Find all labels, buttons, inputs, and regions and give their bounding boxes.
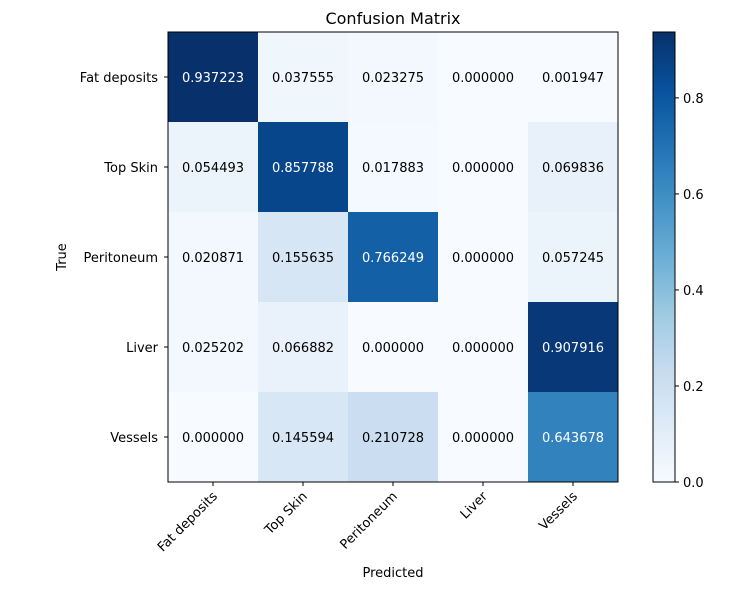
cell-value-label: 0.155635 [272, 251, 334, 266]
x-axis-label: Predicted [362, 566, 423, 581]
cell-value-label: 0.766249 [362, 251, 424, 266]
heatmap-cell [168, 302, 259, 393]
heatmap-cell [528, 302, 619, 393]
y-tick-label: Fat deposits [80, 71, 158, 86]
cell-value-label: 0.857788 [272, 161, 334, 176]
x-tick-label: Liver [458, 489, 492, 523]
y-tick-label: Liver [126, 341, 159, 356]
heatmap-cell [258, 122, 349, 213]
cell-value-label: 0.057245 [542, 251, 604, 266]
heatmap-cell [168, 32, 259, 123]
cell-value-label: 0.069836 [542, 161, 604, 176]
chart-title: Confusion Matrix [325, 9, 460, 28]
y-tick-label: Top Skin [103, 161, 158, 176]
cell-value-label: 0.145594 [272, 431, 334, 446]
colorbar-tick-label: 0.8 [683, 92, 704, 107]
heatmap-cell [168, 122, 259, 213]
colorbar [652, 31, 676, 483]
cell-value-label: 0.937223 [182, 71, 244, 86]
y-tick-label: Peritoneum [83, 251, 158, 266]
heatmap-cell [348, 122, 439, 213]
heatmap-cell [528, 392, 619, 483]
heatmap-cell [168, 392, 259, 483]
heatmap-cell [258, 212, 349, 303]
cell-value-label: 0.017883 [362, 161, 424, 176]
heatmap-cell-labels: 0.937223 0.037555 0.023275 0.000000 0.001947… [182, 71, 604, 446]
cell-value-label: 0.000000 [452, 71, 514, 86]
cell-value-label: 0.037555 [272, 71, 334, 86]
heatmap-cell [258, 32, 349, 123]
heatmap-cell [348, 302, 439, 393]
colorbar-tick-label: 0.6 [683, 188, 704, 203]
heatmap-cell [438, 392, 529, 483]
x-tick-label: Vessels [536, 489, 581, 534]
cell-value-label: 0.023275 [362, 71, 424, 86]
x-tick-label: Fat deposits [155, 489, 221, 555]
cell-value-label: 0.000000 [452, 431, 514, 446]
cell-value-label: 0.020871 [182, 251, 244, 266]
heatmap-cell [168, 212, 259, 303]
cell-value-label: 0.066882 [272, 341, 334, 356]
cell-value-label: 0.000000 [362, 341, 424, 356]
heatmap-cell [438, 122, 529, 213]
cell-value-label: 0.000000 [452, 251, 514, 266]
y-axis-ticks: Fat deposits Top Skin Peritoneum Liver Vesse… [80, 71, 168, 446]
cell-value-label: 0.000000 [452, 341, 514, 356]
x-tick-label: Top Skin [262, 489, 311, 538]
cell-value-label: 0.025202 [182, 341, 244, 356]
heatmap-cell [528, 122, 619, 213]
heatmap-cell [258, 392, 349, 483]
heatmap-cell [348, 212, 439, 303]
heatmap-cell [438, 302, 529, 393]
x-axis-ticks: Fat deposits Top Skin Peritoneum Liver Vesse… [155, 482, 581, 555]
cell-value-label: 0.054493 [182, 161, 244, 176]
colorbar-ticks: 0.0 0.2 0.4 0.6 0.8 [675, 92, 704, 491]
cell-value-label: 0.000000 [182, 431, 244, 446]
colorbar-tick-label: 0.0 [683, 476, 704, 491]
cell-value-label: 0.001947 [542, 71, 604, 86]
heatmap-cells [168, 32, 619, 483]
y-axis-label: True [55, 243, 70, 272]
heatmap-cell [528, 32, 619, 123]
heatmap-cell [438, 32, 529, 123]
heatmap-cell [438, 212, 529, 303]
heatmap-cell [348, 32, 439, 123]
heatmap-cell [348, 392, 439, 483]
y-tick-label: Vessels [110, 431, 158, 446]
cell-value-label: 0.210728 [362, 431, 424, 446]
cell-value-label: 0.643678 [542, 431, 604, 446]
x-tick-label: Peritoneum [338, 489, 401, 552]
heatmap-cell [258, 302, 349, 393]
heatmap-cell [528, 212, 619, 303]
cell-value-label: 0.000000 [452, 161, 514, 176]
colorbar-tick-label: 0.2 [683, 380, 704, 395]
colorbar-tick-label: 0.4 [683, 284, 704, 299]
cell-value-label: 0.907916 [542, 341, 604, 356]
